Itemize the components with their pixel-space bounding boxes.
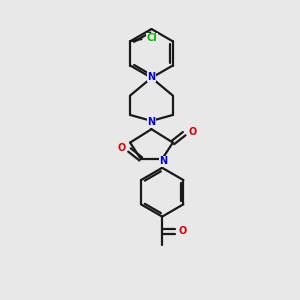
Text: O: O — [117, 143, 125, 153]
Text: N: N — [147, 72, 155, 82]
Text: Cl: Cl — [146, 33, 157, 43]
Text: N: N — [159, 156, 167, 166]
Text: N: N — [147, 117, 155, 127]
Text: O: O — [179, 226, 187, 236]
Text: O: O — [188, 127, 196, 137]
